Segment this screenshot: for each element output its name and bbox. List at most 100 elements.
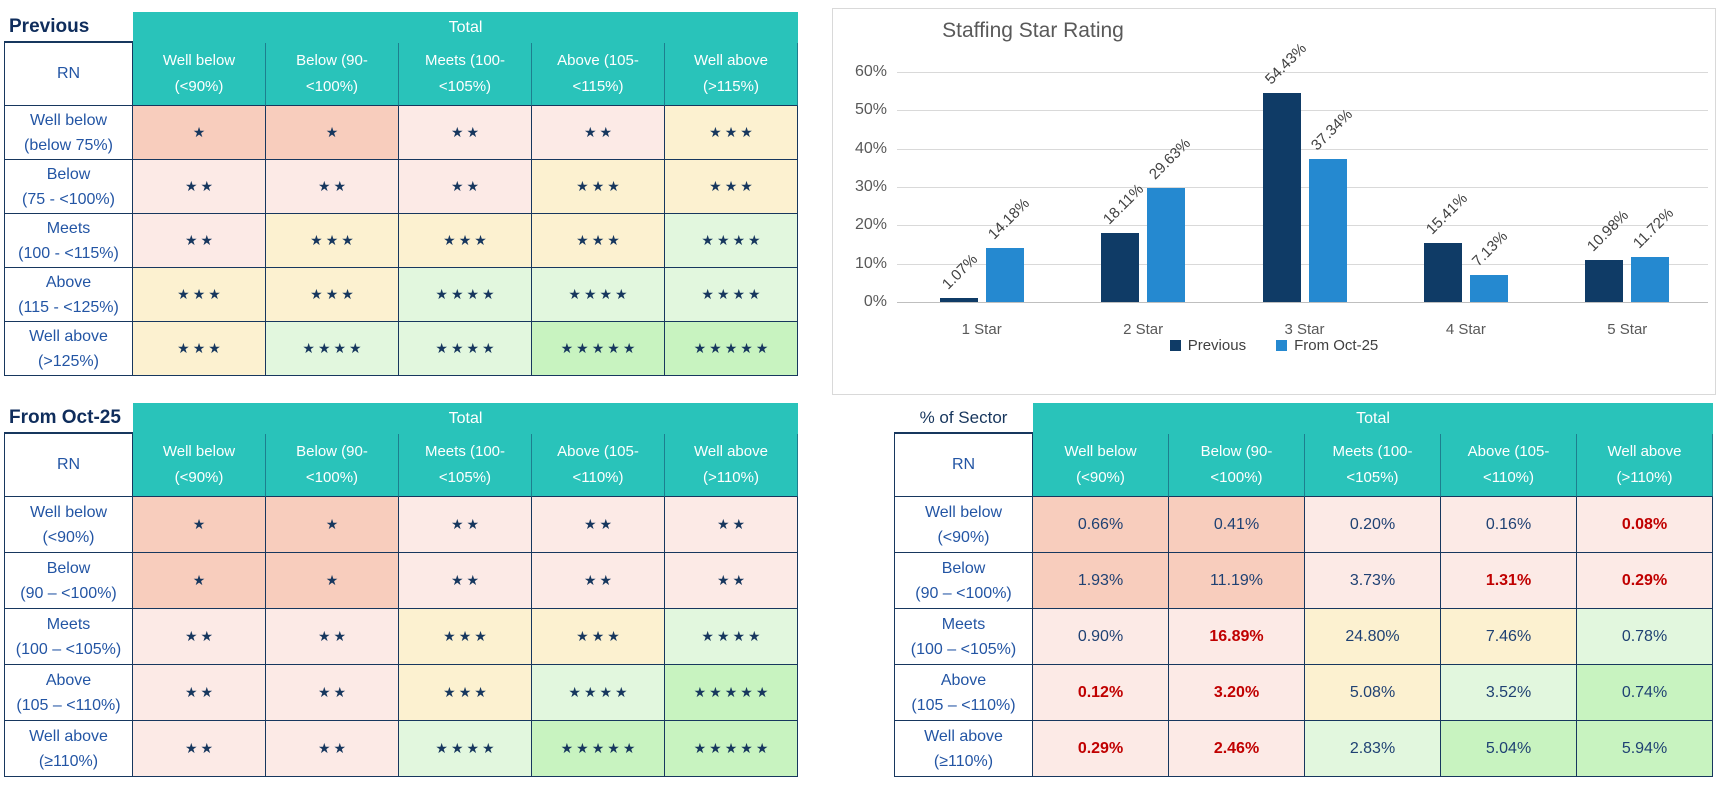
star-rating-cell: ★★ bbox=[532, 553, 665, 609]
bar-data-label: 54.43% bbox=[1261, 40, 1310, 89]
bar-from-oct-25 bbox=[1147, 188, 1186, 302]
star-rating-cell: ★★★★★ bbox=[532, 322, 665, 376]
bar-data-label: 18.11% bbox=[1100, 180, 1148, 228]
y-axis-tick-label: 20% bbox=[854, 216, 887, 234]
percent-value-cell: 5.08% bbox=[1305, 665, 1441, 721]
star-rating-cell: ★★★ bbox=[399, 214, 532, 268]
star-rating-cell: ★★ bbox=[133, 160, 266, 214]
corner-label-rn: RN bbox=[4, 43, 133, 106]
percent-value-cell: 0.29% bbox=[1577, 553, 1713, 609]
row-label: Above (105 – <110%) bbox=[894, 665, 1033, 721]
column-header: Below (90- <100%) bbox=[1169, 434, 1305, 497]
percent-value-cell: 7.46% bbox=[1441, 609, 1577, 665]
chart-title: Staffing Star Rating bbox=[942, 19, 1124, 42]
star-rating-cell: ★★★★ bbox=[399, 721, 532, 777]
percent-value-cell: 5.04% bbox=[1441, 721, 1577, 777]
category-label: 1 Star bbox=[961, 321, 1002, 338]
bar-from-oct-25 bbox=[985, 247, 1024, 302]
percent-value-cell: 3.73% bbox=[1305, 553, 1441, 609]
bar-data-label: 29.63% bbox=[1146, 135, 1195, 184]
star-rating-cell: ★★ bbox=[266, 609, 399, 665]
percent-value-cell: 1.31% bbox=[1441, 553, 1577, 609]
legend-swatch-previous bbox=[1169, 340, 1181, 351]
total-header: Total bbox=[133, 12, 798, 43]
gridline bbox=[897, 110, 1708, 112]
row-label: Below (90 – <100%) bbox=[894, 553, 1033, 609]
star-rating-cell: ★★★ bbox=[399, 665, 532, 721]
bar-data-label: 11.72% bbox=[1630, 204, 1678, 253]
table-title-previous: Previous bbox=[4, 12, 133, 43]
column-header: Below (90- <100%) bbox=[266, 434, 399, 497]
star-rating-cell: ★ bbox=[266, 553, 399, 609]
percent-value-cell: 0.12% bbox=[1033, 665, 1169, 721]
star-rating-cell: ★★★★ bbox=[665, 268, 798, 322]
bar-data-label: 10.98% bbox=[1584, 206, 1633, 255]
star-rating-cell: ★ bbox=[133, 106, 266, 160]
gridline bbox=[897, 72, 1708, 73]
star-rating-cell: ★★★ bbox=[532, 160, 665, 214]
percent-value-cell: 0.78% bbox=[1577, 609, 1713, 665]
chart-legend: Previous From Oct-25 bbox=[833, 337, 1715, 354]
star-rating-cell: ★★ bbox=[665, 497, 798, 553]
star-rating-cell: ★★ bbox=[266, 160, 399, 214]
legend-label-previous: Previous bbox=[1187, 337, 1247, 354]
star-rating-cell: ★★ bbox=[266, 721, 399, 777]
star-rating-cell: ★★★★★ bbox=[665, 322, 798, 376]
star-rating-cell: ★★★★★ bbox=[665, 665, 798, 721]
star-rating-cell: ★★ bbox=[399, 497, 532, 553]
column-header: Above (105- <110%) bbox=[532, 434, 665, 497]
column-header: Well below (<90%) bbox=[133, 434, 266, 497]
row-label: Below (90 – <100%) bbox=[4, 553, 133, 609]
gridline bbox=[897, 187, 1708, 188]
bar-from-oct-25 bbox=[1631, 257, 1670, 302]
row-label: Above (105 – <110%) bbox=[4, 665, 133, 721]
row-label: Meets (100 – <105%) bbox=[4, 609, 133, 665]
bar-from-oct-25 bbox=[1469, 274, 1508, 302]
gridline bbox=[897, 263, 1708, 265]
y-axis-tick-label: 40% bbox=[854, 139, 887, 157]
row-label: Meets (100 - <115%) bbox=[4, 214, 133, 268]
column-header: Well below (<90%) bbox=[133, 43, 266, 106]
column-header: Well above (>110%) bbox=[665, 434, 798, 497]
star-rating-cell: ★ bbox=[266, 497, 399, 553]
gridline bbox=[897, 302, 1708, 303]
column-header: Well above (>110%) bbox=[1577, 434, 1713, 497]
percent-value-cell: 0.66% bbox=[1033, 497, 1169, 553]
bar-data-label: 14.18% bbox=[984, 194, 1033, 243]
bar-previous bbox=[1423, 242, 1462, 302]
total-header: Total bbox=[133, 403, 798, 434]
bar-data-label: 15.41% bbox=[1422, 189, 1471, 238]
percent-value-cell: 0.16% bbox=[1441, 497, 1577, 553]
percent-value-cell: 3.52% bbox=[1441, 665, 1577, 721]
star-rating-cell: ★★★★ bbox=[399, 322, 532, 376]
column-header: Above (105- <115%) bbox=[532, 43, 665, 106]
star-rating-cell: ★★★ bbox=[133, 322, 266, 376]
bar-previous bbox=[1585, 259, 1624, 302]
percent-value-cell: 16.89% bbox=[1169, 609, 1305, 665]
y-axis-tick-label: 60% bbox=[854, 63, 887, 80]
corner-label-rn: RN bbox=[894, 434, 1033, 497]
legend-swatch-from-oct-25 bbox=[1276, 340, 1288, 351]
row-label: Well below (<90%) bbox=[4, 497, 133, 553]
row-label: Above (115 - <125%) bbox=[4, 268, 133, 322]
percent-value-cell: 0.74% bbox=[1577, 665, 1713, 721]
y-axis-tick-label: 30% bbox=[854, 178, 887, 195]
y-axis-tick-label: 50% bbox=[854, 101, 887, 119]
bar-data-label: 1.07% bbox=[938, 250, 981, 293]
row-label: Well above (≥110%) bbox=[4, 721, 133, 777]
star-rating-cell: ★★ bbox=[532, 497, 665, 553]
percent-value-cell: 1.93% bbox=[1033, 553, 1169, 609]
percent-value-cell: 24.80% bbox=[1305, 609, 1441, 665]
percent-value-cell: 2.46% bbox=[1169, 721, 1305, 777]
previous-star-matrix-table: Previous Total RN Well below (<90%) Below… bbox=[4, 12, 798, 376]
column-header: Well below (<90%) bbox=[1033, 434, 1169, 497]
percent-value-cell: 0.90% bbox=[1033, 609, 1169, 665]
star-rating-cell: ★★ bbox=[399, 160, 532, 214]
row-label: Well above (≥110%) bbox=[894, 721, 1033, 777]
percent-of-sector-table: % of Sector Total RN Well below (<90%) Be… bbox=[894, 403, 1713, 777]
percent-value-cell: 11.19% bbox=[1169, 553, 1305, 609]
legend-item-previous: Previous bbox=[1169, 337, 1247, 354]
row-label: Below (75 - <100%) bbox=[4, 160, 133, 214]
star-rating-cell: ★★★★★ bbox=[532, 721, 665, 777]
